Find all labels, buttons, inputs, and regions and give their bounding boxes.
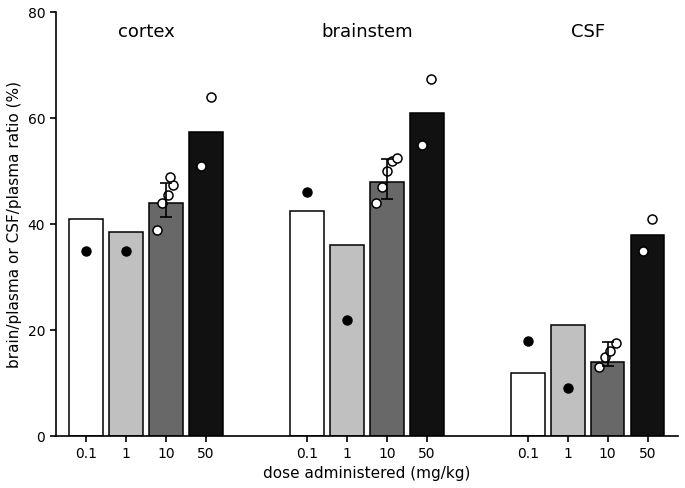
X-axis label: dose administered (mg/kg): dose administered (mg/kg) [263,466,471,481]
Bar [370,182,403,436]
Bar [290,211,324,436]
Bar [330,245,364,436]
Bar [69,219,103,436]
Bar [551,325,584,436]
Bar [109,232,143,436]
Bar [511,372,545,436]
Bar [149,203,183,436]
Bar [631,235,664,436]
Text: cortex: cortex [118,23,175,41]
Bar [590,362,625,436]
Y-axis label: brain/plasma or CSF/plasma ratio (%): brain/plasma or CSF/plasma ratio (%) [7,81,22,368]
Text: CSF: CSF [571,23,605,41]
Bar [189,132,223,436]
Bar [410,113,444,436]
Text: brainstem: brainstem [321,23,412,41]
